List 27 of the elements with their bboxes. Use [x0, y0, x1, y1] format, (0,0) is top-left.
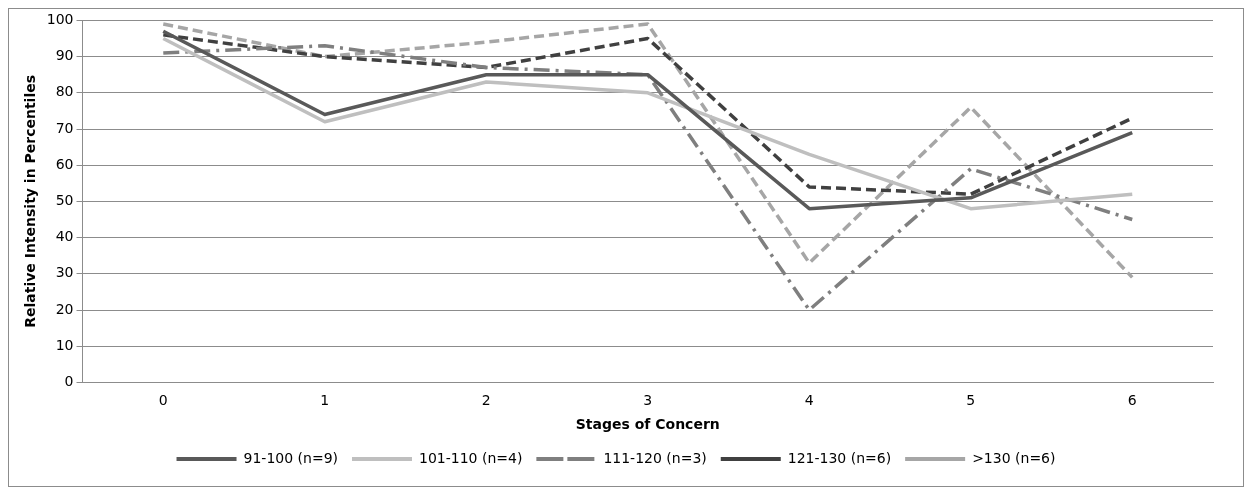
y-tick-label: 0 — [64, 373, 74, 390]
line-series — [161, 43, 1134, 312]
y-tick-label: 20 — [55, 300, 74, 317]
y-tick-label: 10 — [55, 336, 74, 353]
y-tick-label: 80 — [55, 83, 74, 100]
line-series — [161, 22, 1134, 280]
y-tick-label: 30 — [55, 264, 74, 281]
y-tick-label: 40 — [55, 228, 74, 245]
x-tick-label: 2 — [481, 392, 491, 409]
x-tick-label: 3 — [643, 392, 653, 409]
legend-label: 101-110 (n=4) — [419, 449, 523, 466]
y-tick-label: 100 — [46, 11, 74, 28]
legend-label: >130 (n=6) — [972, 449, 1056, 466]
x-tick-label: 5 — [966, 392, 976, 409]
y-tick-label: 70 — [55, 119, 74, 136]
y-tick-label: 60 — [55, 155, 74, 172]
y-axis-title: Relative Intensity in Percentiles — [22, 74, 39, 328]
x-tick-label: 4 — [804, 392, 814, 409]
x-axis-title: Stages of Concern — [575, 416, 720, 433]
legend-label: 121-130 (n=6) — [787, 449, 892, 466]
x-tick-label: 1 — [320, 392, 330, 409]
x-tick-label: 6 — [1127, 392, 1137, 409]
x-tick-label: 0 — [158, 392, 168, 409]
legend-label: 111-120 (n=3) — [603, 449, 707, 466]
legend-label: 91-100 (n=9) — [243, 449, 339, 466]
y-tick-label: 90 — [55, 47, 74, 64]
y-tick-label: 50 — [55, 192, 74, 209]
